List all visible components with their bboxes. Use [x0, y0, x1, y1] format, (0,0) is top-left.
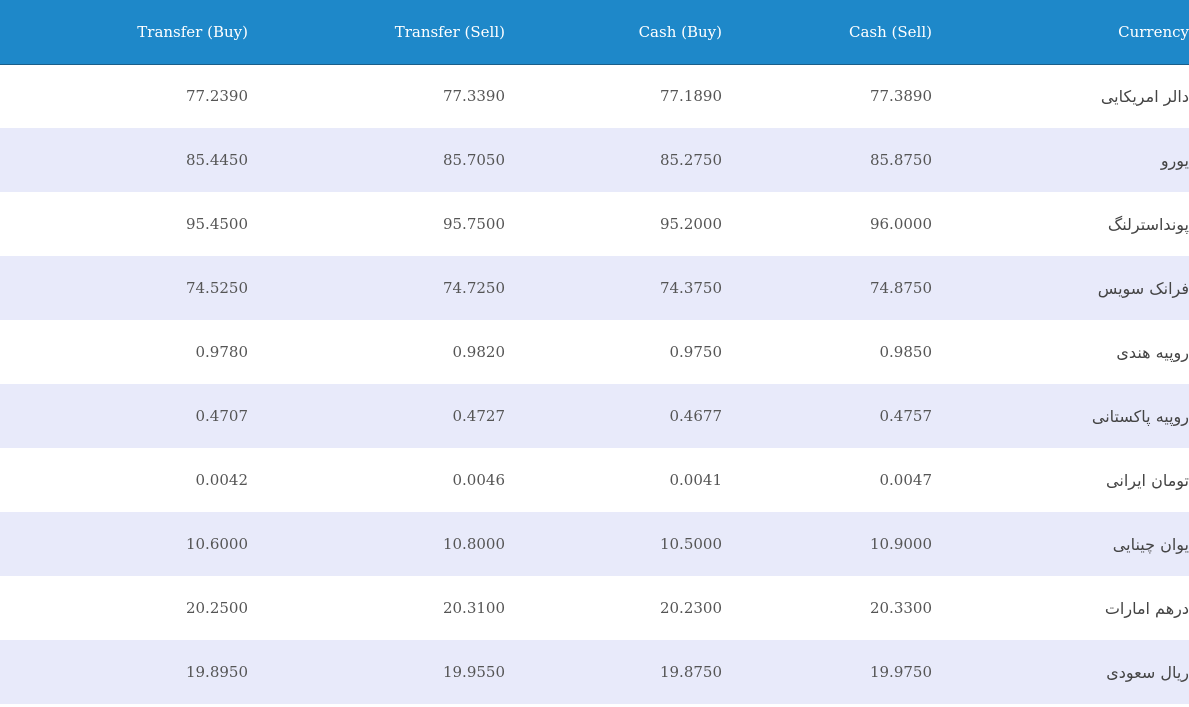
cash-sell-cell: 0.4757 — [879, 407, 933, 425]
header-transfer-sell: Transfer (Sell) — [258, 0, 515, 65]
cash-sell-cell: 10.9000 — [869, 535, 932, 553]
currency-name-cell: یورو — [1160, 150, 1189, 170]
transfer-buy-cell: 74.5250 — [185, 279, 248, 297]
cash-sell-cell: 20.3300 — [869, 599, 932, 617]
transfer-sell-cell: 0.4727 — [452, 407, 506, 425]
cash-buy-cell: 19.8750 — [659, 663, 722, 681]
transfer-sell-cell: 0.0046 — [452, 471, 506, 489]
transfer-sell-cell: 0.9820 — [452, 343, 506, 361]
cash-sell-cell: 77.3890 — [869, 87, 932, 106]
transfer-sell-cell: 85.7050 — [442, 151, 505, 169]
header-cash-sell: Cash (Sell) — [732, 0, 942, 65]
table-row: 19.8950 19.9550 19.8750 19.9750 ریال سعو… — [0, 640, 1189, 704]
cash-buy-cell: 77.1890 — [659, 87, 722, 106]
cash-buy-cell: 0.9750 — [669, 343, 723, 361]
cash-buy-cell: 10.5000 — [659, 535, 722, 553]
cash-buy-cell: 0.0041 — [669, 471, 723, 489]
header-cash-buy: Cash (Buy) — [515, 0, 732, 65]
transfer-buy-cell: 10.6000 — [185, 535, 248, 553]
transfer-buy-cell: 77.2390 — [185, 87, 248, 106]
table-row: 0.9780 0.9820 0.9750 0.9850 روپیه هندی — [0, 320, 1189, 384]
transfer-buy-cell: 85.4450 — [185, 151, 248, 169]
cash-buy-cell: 20.2300 — [659, 599, 722, 617]
currency-name-cell: ریال سعودی — [1106, 662, 1189, 682]
transfer-buy-cell: 0.0042 — [195, 471, 249, 489]
cash-buy-cell: 85.2750 — [659, 151, 722, 169]
cash-sell-cell: 74.8750 — [869, 279, 932, 297]
currency-name-cell: تومان ایرانی — [1106, 470, 1189, 490]
transfer-sell-cell: 74.7250 — [442, 279, 505, 297]
transfer-buy-cell: 0.4707 — [195, 407, 249, 425]
transfer-sell-cell: 19.9550 — [442, 663, 505, 681]
table-row: 0.0042 0.0046 0.0041 0.0047 تومان ایرانی — [0, 448, 1189, 512]
table-row: 95.4500 95.7500 95.2000 96.0000 پونداستر… — [0, 192, 1189, 256]
currency-name-cell: روپیه هندی — [1116, 342, 1189, 362]
table-row: 77.2390 77.3390 77.1890 77.3890 دالر امر… — [0, 64, 1189, 128]
currency-name-cell: درهم امارات — [1104, 598, 1189, 618]
table-row: 74.5250 74.7250 74.3750 74.8750 فرانک سو… — [0, 256, 1189, 320]
table-row: 10.6000 10.8000 10.5000 10.9000 یوان چین… — [0, 512, 1189, 576]
cash-sell-cell: 85.8750 — [869, 151, 932, 169]
header-transfer-buy: Transfer (Buy) — [0, 0, 258, 65]
header-row: Transfer (Buy) Transfer (Sell) Cash (Buy… — [0, 0, 1189, 65]
table-row: 0.4707 0.4727 0.4677 0.4757 روپیه پاکستا… — [0, 384, 1189, 448]
cash-buy-cell: 95.2000 — [659, 215, 722, 233]
cash-sell-cell: 96.0000 — [869, 215, 932, 233]
transfer-buy-cell: 20.2500 — [185, 599, 248, 617]
header-currency: Currency — [942, 0, 1189, 65]
table-row: 20.2500 20.3100 20.2300 20.3300 درهم اما… — [0, 576, 1189, 640]
table-row: 85.4450 85.7050 85.2750 85.8750 یورو — [0, 128, 1189, 192]
cash-sell-cell: 0.0047 — [879, 471, 933, 489]
table-body: 77.2390 77.3390 77.1890 77.3890 دالر امر… — [0, 64, 1189, 704]
cash-sell-cell: 19.9750 — [869, 663, 932, 681]
transfer-sell-cell: 95.7500 — [442, 215, 505, 233]
transfer-buy-cell: 95.4500 — [185, 215, 248, 233]
transfer-buy-cell: 19.8950 — [185, 663, 248, 681]
cash-sell-cell: 0.9850 — [879, 343, 933, 361]
transfer-buy-cell: 0.9780 — [195, 343, 249, 361]
transfer-sell-cell: 20.3100 — [442, 599, 505, 617]
cash-buy-cell: 0.4677 — [669, 407, 723, 425]
transfer-sell-cell: 10.8000 — [442, 535, 505, 553]
cash-buy-cell: 74.3750 — [659, 279, 722, 297]
transfer-sell-cell: 77.3390 — [442, 87, 505, 106]
currency-name-cell: دالر امریکایی — [1100, 86, 1189, 106]
table-header: Transfer (Buy) Transfer (Sell) Cash (Buy… — [0, 0, 1189, 65]
currency-name-cell: روپیه پاکستانی — [1091, 406, 1189, 426]
currency-name-cell: یوان چینایی — [1112, 534, 1189, 554]
currency-name-cell: پونداسترلنگ — [1107, 214, 1189, 234]
currency-name-cell: فرانک سویس — [1097, 278, 1189, 298]
